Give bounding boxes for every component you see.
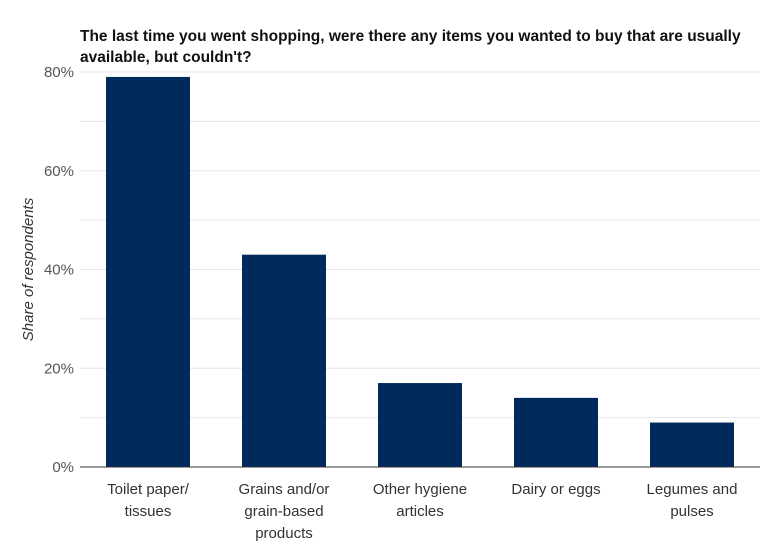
y-tick-label: 40% xyxy=(44,262,74,279)
x-axis-categories: Toilet paper/tissues Grains and/or grain-b… xyxy=(107,481,737,542)
y-tick-label: 0% xyxy=(52,459,74,476)
x-category-label: Dairy or eggs xyxy=(511,481,600,498)
y-tick-label: 80% xyxy=(44,64,74,81)
y-tick-label: 60% xyxy=(44,163,74,180)
bar xyxy=(242,254,326,467)
x-category-label: Other hygiene articles xyxy=(373,481,467,520)
gridlines xyxy=(80,71,760,419)
chart-title: The last time you went shopping, were th… xyxy=(80,28,741,66)
x-category-label: Legumes and pulses xyxy=(647,481,738,520)
y-axis-ticks: 0% 20% 40% 60% 80% xyxy=(44,64,74,476)
x-category-label: Grains and/or grain-based products xyxy=(239,481,330,542)
bar xyxy=(106,76,190,467)
y-axis-label: Share of respondents xyxy=(20,197,37,341)
bar xyxy=(650,422,734,467)
bars xyxy=(106,76,734,467)
bar xyxy=(514,397,598,467)
bar xyxy=(378,383,462,467)
x-category-label: Toilet paper/tissues xyxy=(107,481,190,520)
y-tick-label: 20% xyxy=(44,360,74,377)
